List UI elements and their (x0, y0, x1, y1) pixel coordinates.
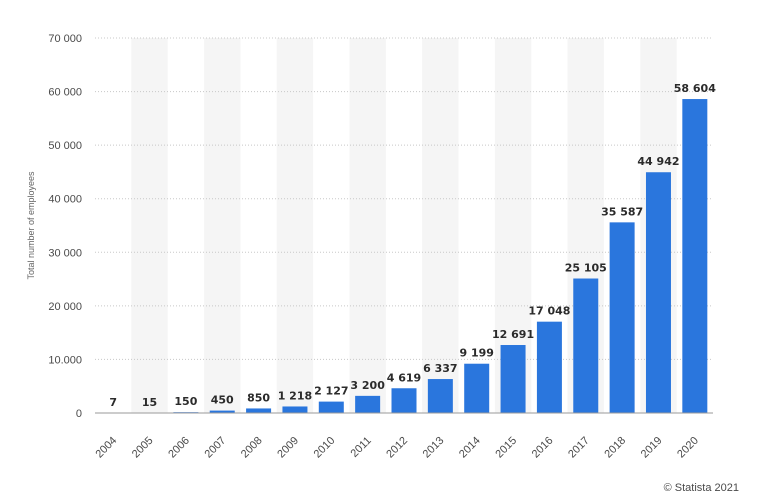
x-tick-label-2016: 2016 (530, 435, 556, 461)
data-label-2013: 6 337 (423, 362, 457, 375)
band-2007 (204, 38, 241, 413)
data-label-2006: 150 (174, 395, 197, 408)
x-tick-label-2018: 2018 (602, 435, 628, 461)
data-label-2007: 450 (211, 394, 234, 407)
data-label-2017: 25 105 (565, 262, 607, 275)
bar-2012[interactable] (391, 388, 417, 413)
y-tick-label: 40 000 (48, 194, 82, 206)
y-axis-label: Total number of employees (26, 171, 36, 280)
gridlines (95, 37, 713, 360)
band-2013 (422, 38, 459, 413)
x-tick-label-2020: 2020 (675, 435, 701, 461)
bar-2015[interactable] (500, 345, 526, 413)
data-label-2019: 44 942 (637, 155, 679, 168)
bars (100, 99, 708, 414)
data-label-2011: 3 200 (350, 379, 385, 392)
bar-2014[interactable] (464, 363, 490, 413)
data-label-2005: 15 (142, 396, 157, 409)
bar-2009[interactable] (282, 406, 308, 413)
data-label-2009: 1 218 (278, 389, 312, 402)
x-tick-label-2017: 2017 (566, 435, 592, 461)
data-label-2020: 58 604 (674, 82, 716, 95)
bar-2010[interactable] (318, 401, 344, 413)
data-label-2012: 4 619 (387, 371, 421, 384)
x-tick-label-2015: 2015 (493, 435, 519, 461)
y-tick-label: 10.000 (48, 354, 82, 366)
band-2011 (349, 38, 386, 413)
x-axis-ticks: 2004 2005 2006 2007 2008 2009 2010 2011 2012 2013… (93, 435, 700, 461)
bar-2013[interactable] (427, 379, 453, 413)
data-label-2018: 35 587 (601, 205, 643, 218)
data-label-2004: 7 (109, 396, 117, 409)
bar-2020[interactable] (682, 99, 708, 414)
bar-2008[interactable] (246, 408, 272, 413)
data-label-2015: 12 691 (492, 328, 534, 341)
x-tick-label-2007: 2007 (203, 435, 229, 461)
y-tick-label: 20 000 (48, 301, 82, 313)
x-tick-label-2019: 2019 (639, 435, 665, 461)
data-label-2010: 2 127 (314, 385, 348, 398)
x-tick-label-2011: 2011 (349, 435, 374, 460)
y-tick-label: 60 000 (48, 87, 82, 99)
x-tick-label-2005: 2005 (130, 435, 156, 461)
data-label-2014: 9 199 (459, 347, 493, 360)
bar-2018[interactable] (609, 222, 635, 413)
x-tick-label-2010: 2010 (312, 435, 338, 461)
x-tick-label-2009: 2009 (275, 435, 301, 461)
y-tick-label: 50 000 (48, 140, 82, 152)
bar-2017[interactable] (573, 278, 599, 413)
bar-2011[interactable] (355, 395, 381, 413)
x-tick-label-2004: 2004 (93, 435, 119, 461)
y-tick-label: 0 (76, 408, 82, 420)
data-label-2016: 17 048 (528, 305, 570, 318)
bar-2007[interactable] (209, 410, 235, 413)
x-tick-label-2008: 2008 (239, 435, 265, 461)
y-tick-label: 70 000 (48, 33, 82, 45)
band-2009 (276, 38, 314, 413)
x-tick-label-2006: 2006 (166, 435, 192, 461)
copyright-credit[interactable]: © Statista 2021 (663, 482, 739, 494)
bar-2019[interactable] (645, 172, 671, 413)
x-tick-label-2013: 2013 (421, 435, 447, 461)
data-label-2008: 850 (247, 391, 270, 404)
x-tick-label-2014: 2014 (457, 435, 483, 461)
band-2005 (131, 38, 168, 413)
y-tick-label: 30 000 (48, 247, 82, 259)
bar-2016[interactable] (536, 321, 562, 413)
x-tick-label-2012: 2012 (384, 435, 410, 461)
y-axis-ticks: 0 10.000 20 000 30 000 40 000 50 000 60 000 70 … (48, 33, 82, 420)
